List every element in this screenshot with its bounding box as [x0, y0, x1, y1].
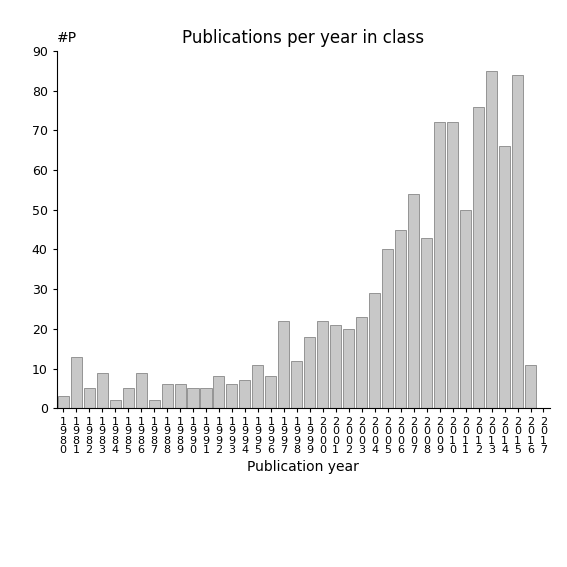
Bar	[486, 71, 497, 408]
Bar	[96, 373, 108, 408]
Bar	[408, 194, 419, 408]
Bar	[291, 361, 302, 408]
Bar	[395, 230, 406, 408]
Bar	[149, 400, 159, 408]
Title: Publications per year in class: Publications per year in class	[182, 29, 425, 46]
Bar	[136, 373, 147, 408]
Bar	[473, 107, 484, 408]
Bar	[343, 329, 354, 408]
Bar	[239, 380, 251, 408]
Bar	[356, 317, 367, 408]
Bar	[382, 249, 393, 408]
Bar	[331, 325, 341, 408]
Text: #P: #P	[57, 31, 77, 45]
Bar	[460, 210, 471, 408]
Bar	[109, 400, 121, 408]
Bar	[421, 238, 432, 408]
Bar	[213, 376, 225, 408]
Bar	[525, 365, 536, 408]
X-axis label: Publication year: Publication year	[247, 460, 359, 475]
Bar	[201, 388, 211, 408]
Bar	[71, 357, 82, 408]
Bar	[265, 376, 276, 408]
Bar	[162, 384, 172, 408]
Bar	[447, 122, 458, 408]
Bar	[58, 396, 69, 408]
Bar	[175, 384, 185, 408]
Bar	[226, 384, 238, 408]
Bar	[188, 388, 198, 408]
Bar	[84, 388, 95, 408]
Bar	[318, 321, 328, 408]
Bar	[512, 75, 523, 408]
Bar	[369, 293, 380, 408]
Bar	[499, 146, 510, 408]
Bar	[122, 388, 134, 408]
Bar	[434, 122, 445, 408]
Bar	[278, 321, 289, 408]
Bar	[304, 337, 315, 408]
Bar	[252, 365, 264, 408]
